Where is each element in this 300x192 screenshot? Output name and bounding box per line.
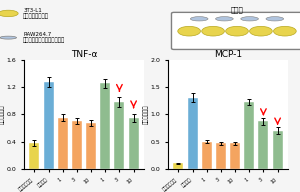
Ellipse shape xyxy=(266,17,284,21)
Title: TNF-α: TNF-α xyxy=(71,50,97,59)
Bar xyxy=(216,143,226,169)
Title: MCP-1: MCP-1 xyxy=(214,50,242,59)
Circle shape xyxy=(250,26,272,36)
Circle shape xyxy=(178,26,200,36)
Bar xyxy=(244,102,254,169)
Ellipse shape xyxy=(190,17,208,21)
Text: 3T3-L1
マウス脂肪細胞株: 3T3-L1 マウス脂肪細胞株 xyxy=(23,8,49,19)
Bar xyxy=(58,118,68,169)
Ellipse shape xyxy=(0,36,16,39)
Bar xyxy=(29,143,39,169)
Bar xyxy=(115,102,124,169)
Bar xyxy=(44,82,53,169)
Bar xyxy=(230,143,240,169)
Bar xyxy=(188,98,197,169)
Text: 共培器: 共培器 xyxy=(231,7,243,13)
Bar xyxy=(273,131,283,169)
Bar xyxy=(173,164,183,169)
Bar xyxy=(202,142,212,169)
Circle shape xyxy=(0,10,18,17)
Bar xyxy=(259,121,269,169)
Y-axis label: 相対的発現量: 相対的発現量 xyxy=(0,104,5,124)
Bar xyxy=(100,84,110,169)
Bar xyxy=(129,118,139,169)
Ellipse shape xyxy=(241,17,258,21)
Y-axis label: 相対的発現量: 相対的発現量 xyxy=(143,104,149,124)
Bar xyxy=(86,123,96,169)
Ellipse shape xyxy=(216,17,233,21)
Bar xyxy=(72,121,82,169)
Text: RAW264.7
マウスマクロファージ細胞株: RAW264.7 マウスマクロファージ細胞株 xyxy=(23,32,65,43)
Circle shape xyxy=(274,26,296,36)
Circle shape xyxy=(202,26,224,36)
FancyBboxPatch shape xyxy=(172,12,300,50)
Circle shape xyxy=(226,26,248,36)
